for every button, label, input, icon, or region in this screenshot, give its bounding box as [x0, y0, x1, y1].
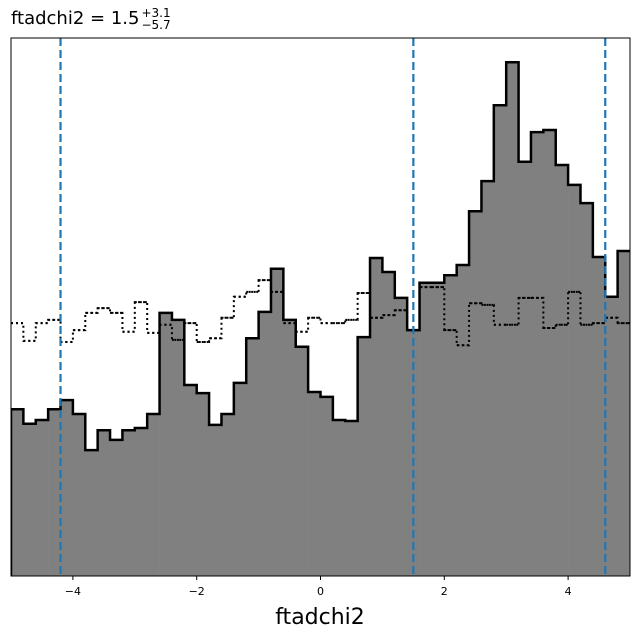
histogram-bar [147, 414, 160, 576]
histogram-bar [283, 319, 297, 576]
histogram-bar [555, 164, 569, 576]
histogram-bar [11, 409, 24, 576]
histogram-bar [345, 421, 358, 576]
chart-title: ftadchi2 = 1.5 +3.1 [11, 6, 171, 29]
histogram-bar [530, 132, 544, 576]
histogram-bar [184, 385, 197, 576]
histogram-bar [35, 419, 49, 576]
histogram-bar [233, 382, 247, 576]
histogram-bar [85, 450, 98, 576]
x-tick-label: 2 [441, 585, 448, 598]
title-sub: −5.7 [141, 18, 170, 32]
title-sup: +3.1 [141, 6, 170, 20]
histogram-outline [11, 60, 630, 576]
histogram-bar [171, 319, 185, 576]
histogram-bar [295, 346, 309, 576]
histogram-bar [72, 414, 86, 576]
histogram-bar [60, 400, 74, 576]
histogram-bar [209, 424, 222, 576]
x-tick-label: −2 [189, 585, 205, 598]
histogram-bar [258, 311, 272, 576]
histogram-bar [357, 337, 371, 576]
histogram-bar [568, 184, 581, 576]
histogram-bar [481, 181, 495, 576]
histogram-bar [382, 272, 396, 576]
histogram-bar [580, 203, 594, 576]
histogram-bar [592, 256, 606, 576]
histogram-bar [456, 265, 470, 576]
histogram-bar [122, 430, 136, 576]
histogram-bar [332, 419, 346, 576]
histogram-bar [23, 423, 37, 576]
histogram-bar [48, 409, 61, 576]
x-tick-label: −4 [65, 585, 81, 598]
plot-area [11, 38, 630, 576]
histogram-bar [506, 62, 519, 576]
histogram-bar [308, 392, 321, 576]
histogram-bar [159, 312, 173, 576]
histogram-bar [469, 211, 482, 576]
histogram-bar [617, 251, 630, 576]
histogram-bar [431, 282, 445, 576]
histogram-bar [444, 275, 457, 576]
histogram-bar [493, 105, 507, 576]
histogram-bar [605, 296, 618, 576]
title-main: ftadchi2 = 1.5 [11, 8, 139, 29]
x-tick-label: 4 [565, 585, 572, 598]
histogram-bar [97, 430, 111, 576]
histogram-bar [518, 161, 532, 576]
histogram-bar [134, 428, 148, 576]
histogram-bar [320, 396, 334, 576]
histogram-bar [221, 414, 235, 576]
histogram-bar [370, 258, 383, 576]
histogram-bar [196, 393, 210, 576]
x-tick-label: 0 [317, 585, 324, 598]
histogram-bar [543, 129, 557, 576]
histogram-bar [246, 338, 259, 576]
histogram-bar [270, 268, 284, 576]
histogram-bar [419, 282, 433, 576]
x-axis-label: ftadchi2 [275, 605, 365, 630]
histogram-bar [110, 439, 123, 576]
histogram-bar [394, 297, 408, 576]
